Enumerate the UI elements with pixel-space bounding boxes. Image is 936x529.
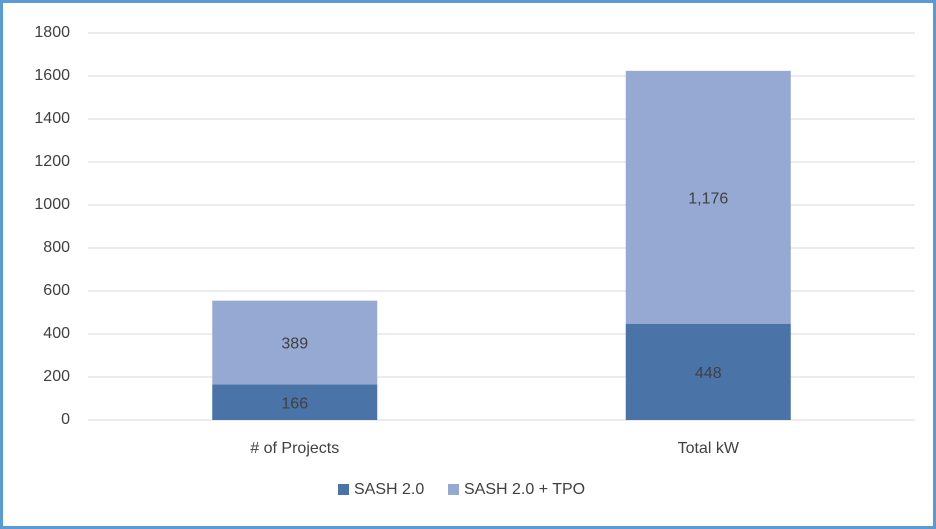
legend-label: SASH 2.0 + TPO — [464, 481, 585, 498]
y-tick-label: 200 — [43, 368, 70, 385]
bar-segment — [212, 300, 378, 385]
x-tick-label: Total kW — [678, 440, 740, 457]
y-tick-label: 0 — [61, 411, 70, 428]
legend-swatch — [338, 484, 349, 495]
legend-label: SASH 2.0 — [354, 481, 424, 498]
bar-segment — [212, 384, 378, 420]
data-label: 389 — [281, 336, 308, 353]
data-label: 448 — [695, 365, 722, 382]
y-tick-label: 800 — [43, 239, 70, 256]
y-tick-label: 1000 — [34, 196, 70, 213]
y-tick-label: 1400 — [34, 110, 70, 127]
y-tick-label: 400 — [43, 325, 70, 342]
bar-segment — [625, 323, 791, 420]
data-label: 166 — [281, 395, 308, 412]
y-tick-label: 1800 — [34, 24, 70, 41]
x-tick-label: # of Projects — [250, 440, 339, 457]
bar-segment — [625, 70, 791, 324]
y-tick-label: 600 — [43, 282, 70, 299]
legend-swatch — [448, 484, 459, 495]
y-tick-label: 1600 — [34, 67, 70, 84]
y-tick-label: 1200 — [34, 153, 70, 170]
data-label: 1,176 — [688, 190, 728, 207]
